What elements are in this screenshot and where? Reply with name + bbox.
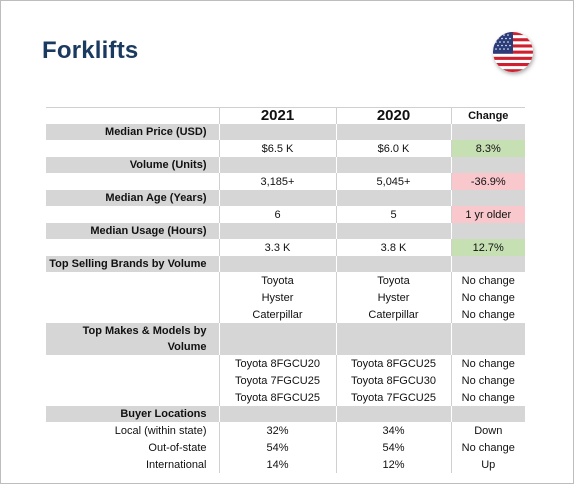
value-2020: Toyota [335, 272, 451, 289]
value-2020: 54% [335, 439, 451, 456]
us-flag-icon [493, 32, 533, 72]
section-median-age: Median Age (Years) [46, 190, 525, 206]
value-2020: Hyster [335, 289, 451, 306]
table-row: $6.5 K $6.0 K 8.3% [46, 140, 525, 157]
section-label: Buyer Locations [46, 406, 219, 422]
value-2021: 6 [218, 206, 336, 223]
change-value: Up [450, 456, 525, 473]
header-empty [46, 107, 219, 124]
table-row: Toyota 8FGCU20 Toyota 8FGCU25 No change [46, 355, 525, 372]
change-value: 12.7% [450, 239, 525, 256]
value-2020: Toyota 8FGCU25 [335, 355, 451, 372]
change-value: No change [450, 439, 525, 456]
table-row: Out-of-state 54% 54% No change [46, 439, 525, 456]
section-label: Top Selling Brands by Volume [46, 256, 219, 272]
table-row: 6 5 1 yr older [46, 206, 525, 223]
value-2021: Toyota 7FGCU25 [218, 372, 336, 389]
table-row: Hyster Hyster No change [46, 289, 525, 306]
table-row: 3,185+ 5,045+ -36.9% [46, 173, 525, 190]
row-label: Local (within state) [114, 424, 207, 437]
value-2021: 32% [218, 422, 336, 439]
value-2020: 5 [335, 206, 451, 223]
value-2021: 3,185+ [218, 173, 336, 190]
value-2021: Toyota 8FGCU20 [218, 355, 336, 372]
change-value: No change [450, 289, 525, 306]
table-row: Local (within state) 32% 34% Down [46, 422, 525, 439]
value-2020: 34% [335, 422, 451, 439]
table-row: Toyota Toyota No change [46, 272, 525, 289]
table-row: 3.3 K 3.8 K 12.7% [46, 239, 525, 256]
row-label: Out-of-state [148, 441, 207, 454]
header-change: Change [450, 107, 525, 124]
value-2020: Toyota 7FGCU25 [335, 389, 451, 406]
change-value: 1 yr older [450, 206, 525, 223]
change-value: No change [450, 355, 525, 372]
value-2021: 54% [218, 439, 336, 456]
table-row: International 14% 12% Up [46, 456, 525, 473]
value-2020: $6.0 K [335, 140, 451, 157]
change-value: 8.3% [450, 140, 525, 157]
change-value: No change [450, 272, 525, 289]
change-value: No change [450, 389, 525, 406]
value-2021: Caterpillar [218, 306, 336, 323]
table-row: Toyota 8FGCU25 Toyota 7FGCU25 No change [46, 389, 525, 406]
section-label: Median Usage (Hours) [46, 223, 219, 239]
value-2021: Hyster [218, 289, 336, 306]
change-value: No change [450, 306, 525, 323]
table-row: Caterpillar Caterpillar No change [46, 306, 525, 323]
section-top-brands: Top Selling Brands by Volume [46, 256, 525, 272]
header-row: 2021 2020 Change [46, 107, 525, 124]
value-2021: Toyota 8FGCU25 [218, 389, 336, 406]
section-median-price: Median Price (USD) [46, 124, 525, 140]
value-2021: 14% [218, 456, 336, 473]
header-2020: 2020 [335, 107, 451, 124]
value-2020: Caterpillar [335, 306, 451, 323]
value-2021: 3.3 K [218, 239, 336, 256]
value-2021: $6.5 K [218, 140, 336, 157]
page-title: Forklifts [42, 37, 139, 64]
header-2021: 2021 [218, 107, 336, 124]
section-top-models: Top Makes & Models by Volume [46, 323, 525, 355]
table-row: Toyota 7FGCU25 Toyota 8FGCU30 No change [46, 372, 525, 389]
section-volume: Volume (Units) [46, 157, 525, 173]
value-2020: 5,045+ [335, 173, 451, 190]
row-label: International [145, 458, 207, 471]
change-value: Down [450, 422, 525, 439]
section-label: Median Price (USD) [46, 124, 219, 140]
value-2020: Toyota 8FGCU30 [335, 372, 451, 389]
section-median-usage: Median Usage (Hours) [46, 223, 525, 239]
value-2020: 12% [335, 456, 451, 473]
value-2020: 3.8 K [335, 239, 451, 256]
value-2021: Toyota [218, 272, 336, 289]
section-buyer-locations: Buyer Locations [46, 406, 525, 422]
forklift-stats-table: 2021 2020 Change Median Price (USD) $6.5… [46, 107, 525, 473]
change-value: -36.9% [450, 173, 525, 190]
section-label: Top Makes & Models by Volume [46, 323, 219, 355]
section-label: Median Age (Years) [46, 190, 219, 206]
change-value: No change [450, 372, 525, 389]
section-label: Volume (Units) [46, 157, 219, 173]
